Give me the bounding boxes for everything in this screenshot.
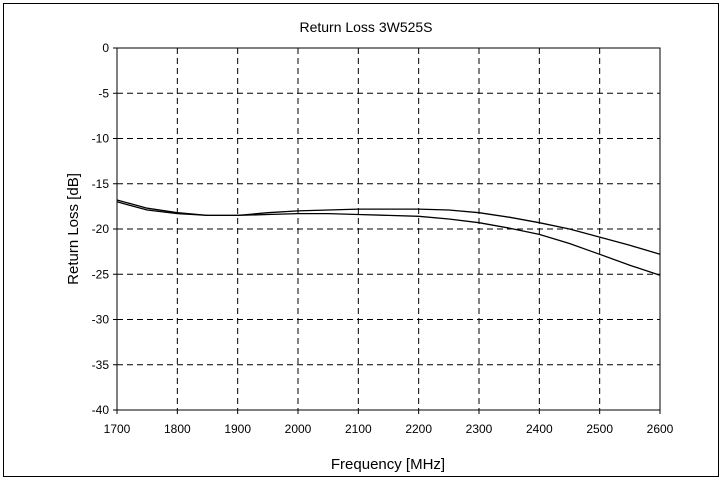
y-tick-label: -20: [92, 222, 110, 236]
x-tick-label: 2100: [345, 422, 372, 436]
y-tick-label: 0: [102, 41, 109, 55]
x-tick-label: 1800: [164, 422, 191, 436]
x-tick-label: 2300: [466, 422, 493, 436]
x-tick-label: 2500: [586, 422, 613, 436]
y-axis-label: Return Loss [dB]: [65, 173, 82, 285]
y-tick-label: -25: [92, 267, 110, 281]
y-tick-label: -30: [92, 313, 110, 327]
x-axis-label: Frequency [MHz]: [331, 456, 445, 473]
chart-title: Return Loss 3W525S: [299, 19, 432, 35]
chart-frame: [3, 3, 719, 477]
series-line-1: [116, 199, 661, 276]
x-tick-label: 1700: [104, 422, 131, 436]
y-tick-label: -10: [92, 132, 110, 146]
y-tick-label: -5: [98, 86, 109, 100]
axis-layer: 1700 1800 1900 2000 2100 2200 2300 2400 2500 2600…: [92, 41, 674, 436]
grid-layer: [117, 48, 660, 410]
x-tick-label: 2000: [285, 422, 312, 436]
x-tick-label: 1900: [224, 422, 251, 436]
x-tick-label: 2400: [526, 422, 553, 436]
x-tick-label: 2600: [647, 422, 674, 436]
x-tick-label: 2200: [405, 422, 432, 436]
y-tick-label: -40: [92, 403, 110, 417]
series-line-2: [116, 201, 661, 255]
series-layer: [116, 199, 661, 276]
y-tick-label: -15: [92, 177, 110, 191]
y-tick-label: -35: [92, 358, 110, 372]
